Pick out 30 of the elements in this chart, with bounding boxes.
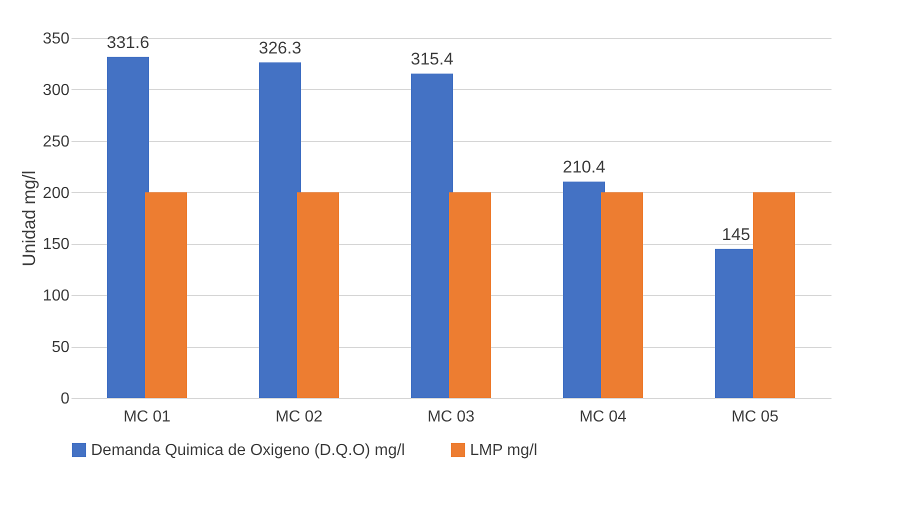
data-label: 315.4 [410,50,454,69]
y-tick-label: 350 [42,30,70,48]
x-tick-label: MC 02 [275,408,323,426]
bar [563,182,605,398]
y-tick-label: 50 [52,339,70,356]
data-label: 331.6 [106,32,150,52]
legend-label: LMP mg/l [470,442,538,459]
y-tick-label: 250 [42,133,70,150]
data-label: 145 [722,224,750,244]
data-label: 326.3 [258,38,302,58]
data-label: 210.4 [562,158,606,177]
bar [411,74,453,398]
x-tick-label: MC 05 [731,408,779,426]
y-tick-label: 100 [42,288,70,305]
legend-label: Demanda Quimica de Oxigeno (D.Q.O) mg/l [91,442,405,459]
y-tick-label: 150 [42,236,70,254]
y-tick-label: 300 [42,82,70,99]
bar [259,62,301,398]
bar [753,192,795,398]
x-tick-label: MC 03 [427,408,475,426]
y-tick-label: 0 [60,390,70,408]
bar [449,192,491,398]
y-axis-title: Unidad mg/l [18,170,39,267]
bar [297,192,339,398]
x-tick-label: MC 01 [123,408,171,426]
bar [107,56,149,398]
x-tick-label: MC 04 [579,408,627,426]
bar [601,192,643,398]
bar [145,192,187,398]
y-tick-label: 200 [42,184,70,202]
